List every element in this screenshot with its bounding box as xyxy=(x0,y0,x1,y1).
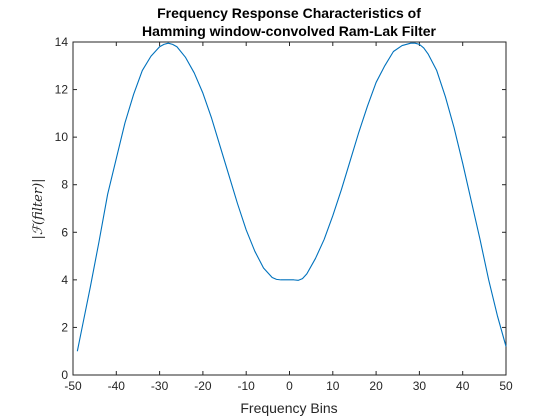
y-tick-label: 4 xyxy=(61,273,68,287)
y-axis-label: |ℱ(filter)| xyxy=(31,178,46,239)
x-tick-label: -50 xyxy=(64,379,82,393)
x-axis-label: Frequency Bins xyxy=(240,400,337,416)
x-tick-label: 10 xyxy=(326,379,340,393)
ticks: -50 -40 -30 -20 -10 0 10 20 30 40 50 0 2 4 6 8 10 12 14 xyxy=(55,35,513,393)
x-tick-label: -40 xyxy=(108,379,126,393)
x-tick-label: -30 xyxy=(151,379,169,393)
y-tick-label: 2 xyxy=(61,320,68,334)
x-tick-label: 30 xyxy=(413,379,427,393)
chart-title-line-2: Hamming window-convolved Ram-Lak Filter xyxy=(142,23,437,39)
y-tick-label: 8 xyxy=(61,178,68,192)
y-tick-label: 6 xyxy=(61,225,68,239)
x-tick-label: 0 xyxy=(286,379,293,393)
x-tick-label: -20 xyxy=(194,379,212,393)
x-tick-label: 50 xyxy=(499,379,513,393)
axes xyxy=(72,41,507,376)
x-tick-label: 40 xyxy=(456,379,470,393)
chart-title-line-1: Frequency Response Characteristics of xyxy=(157,5,421,21)
y-tick-label: 10 xyxy=(55,130,69,144)
x-tick-label: -10 xyxy=(238,379,256,393)
series-layer xyxy=(76,42,507,352)
plot-area-frame xyxy=(72,41,507,376)
y-tick-label: 12 xyxy=(55,83,69,97)
series-line xyxy=(76,42,507,352)
y-tick-label: 0 xyxy=(61,368,68,382)
y-tick-label: 14 xyxy=(55,35,69,49)
x-tick-label: 20 xyxy=(369,379,383,393)
